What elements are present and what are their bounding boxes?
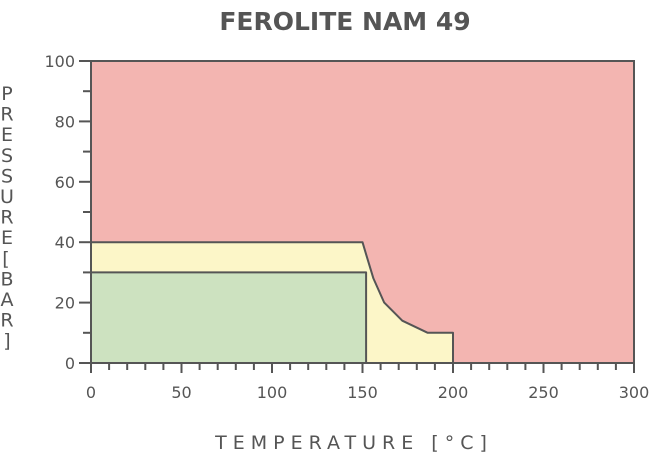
y-axis-label-char: B — [0, 268, 13, 290]
y-tick-label: 0 — [65, 354, 75, 373]
y-axis-label-char: E — [1, 227, 13, 249]
y-axis-label-char: R — [0, 310, 13, 332]
x-tick-label: 200 — [438, 383, 469, 402]
regions-layer — [90, 60, 635, 364]
y-tick-label: 100 — [44, 52, 75, 71]
axis-ticks: 0 50 100 150 200 250 300 0 20 40 60 80 100 — [44, 52, 649, 402]
y-axis-label-char: P — [1, 83, 12, 105]
y-axis-label-char: S — [1, 165, 13, 187]
x-tick-label: 100 — [257, 383, 288, 402]
y-axis-label-char: R — [0, 207, 13, 229]
y-tick-label: 80 — [55, 112, 75, 131]
y-axis-label-char: E — [1, 124, 13, 146]
x-axis-label: TEMPERATURE [°C] — [214, 432, 493, 454]
chart-title: FEROLITE NAM 49 — [219, 7, 470, 36]
x-tick-label: 250 — [528, 383, 559, 402]
y-axis-label-char: A — [1, 289, 14, 311]
x-tick-label: 150 — [347, 383, 378, 402]
region-2 — [90, 271, 368, 364]
y-tick-label: 40 — [55, 233, 75, 252]
y-tick-label: 60 — [55, 173, 75, 192]
y-axis-label-char: R — [0, 104, 13, 126]
x-tick-label: 0 — [86, 383, 96, 402]
y-tick-label: 20 — [55, 294, 75, 313]
y-axis-label-char: ] — [3, 330, 10, 352]
y-axis-label-char: [ — [2, 248, 9, 270]
y-axis-label-char: U — [0, 186, 14, 208]
y-axis-label-char: S — [1, 145, 13, 167]
x-tick-label: 300 — [619, 383, 650, 402]
x-tick-label: 50 — [171, 383, 191, 402]
